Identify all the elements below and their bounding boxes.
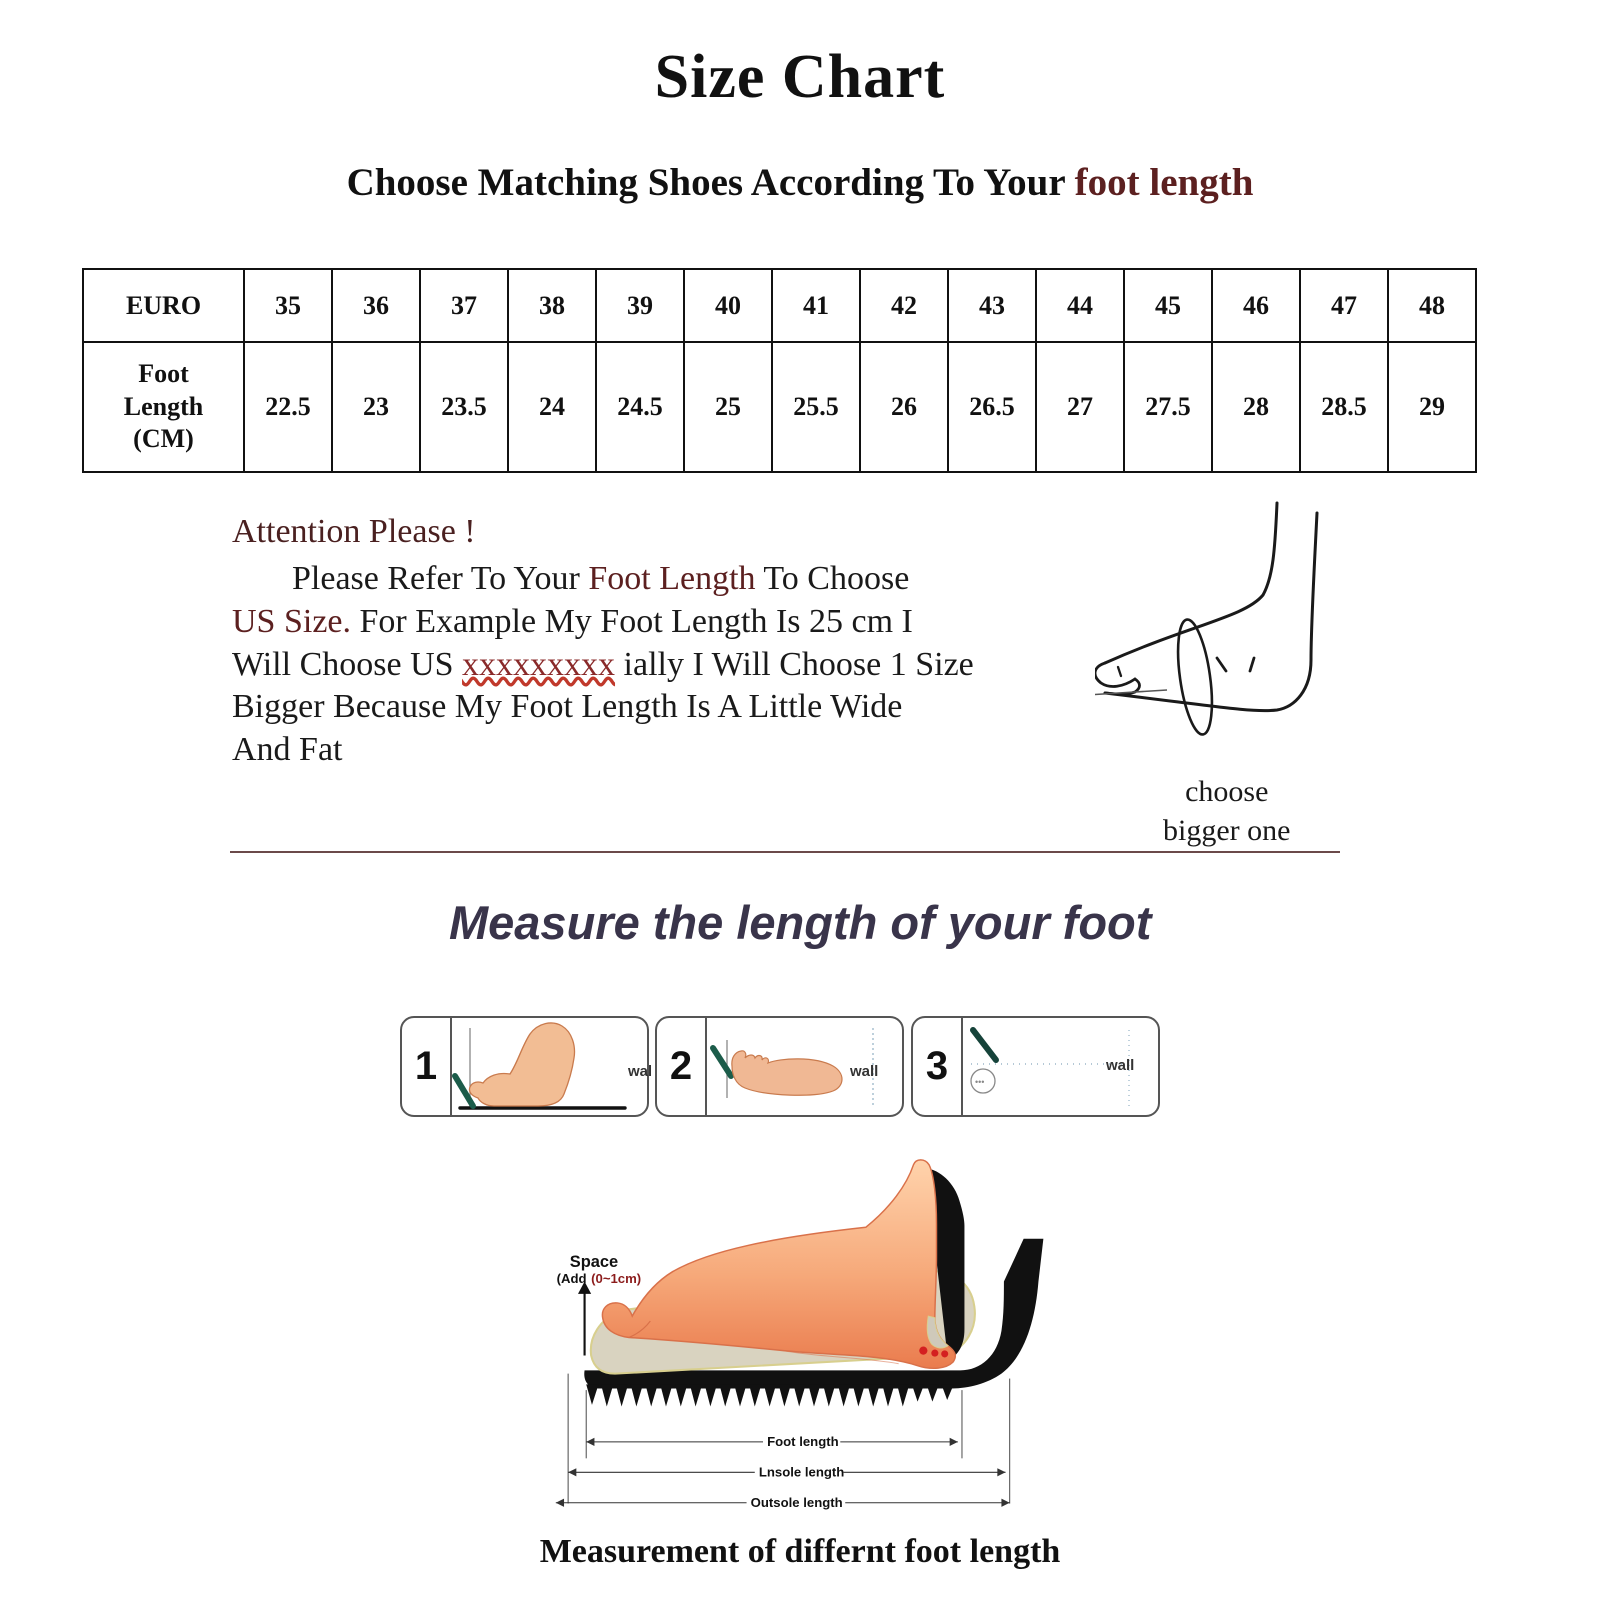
svg-text:•••: ••• [975, 1077, 984, 1087]
svg-text:Foot length: Foot length [767, 1434, 839, 1449]
svg-text:(Add: (Add [557, 1271, 587, 1286]
svg-text:Outsole length: Outsole length [751, 1495, 843, 1510]
svg-text:wall: wall [627, 1063, 651, 1080]
svg-text:Space: Space [570, 1253, 618, 1271]
svg-text:(0~1cm): (0~1cm) [591, 1271, 641, 1286]
svg-text:wall: wall [1105, 1057, 1134, 1074]
svg-text:Lnsole length: Lnsole length [759, 1464, 844, 1479]
svg-text:wall: wall [849, 1063, 878, 1080]
